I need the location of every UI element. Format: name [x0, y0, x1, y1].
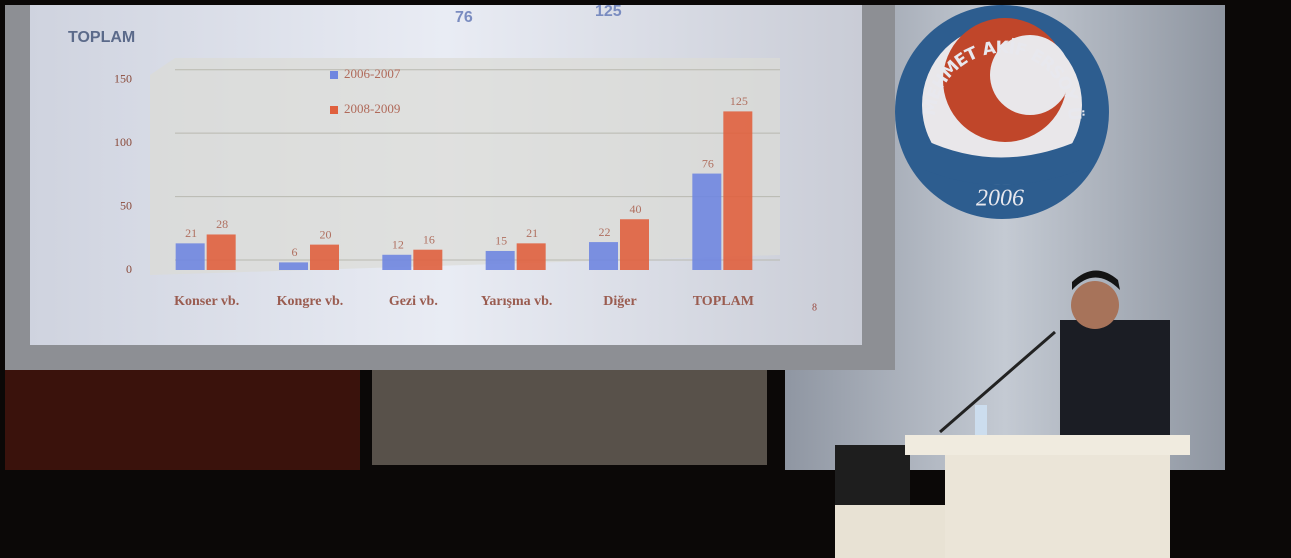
- bar: [176, 243, 205, 270]
- podium-top: [905, 435, 1190, 455]
- data-label: 125: [730, 94, 748, 108]
- side-table: [835, 505, 955, 558]
- data-label: 20: [320, 227, 332, 241]
- data-label: 6: [292, 245, 298, 259]
- logo-year: 2006: [976, 186, 1024, 212]
- legend-swatch: [330, 106, 338, 114]
- bar: [382, 255, 411, 270]
- bar: [692, 174, 721, 270]
- data-label: 28: [216, 217, 228, 231]
- legend-swatch: [330, 71, 338, 79]
- y-tick-label: 50: [120, 198, 132, 212]
- data-label: 15: [495, 234, 507, 248]
- slide-header-value: 76: [455, 9, 473, 26]
- podium: [945, 455, 1170, 558]
- data-label: 76: [702, 156, 714, 170]
- data-label: 22: [599, 225, 611, 239]
- bar: [517, 243, 546, 270]
- data-label: 16: [423, 232, 435, 246]
- red-wall: [5, 370, 360, 470]
- slide-header-label: TOPLAM: [68, 29, 135, 46]
- data-label: 40: [630, 202, 642, 216]
- legend-label: 2008-2009: [344, 101, 400, 116]
- data-label: 21: [526, 226, 538, 240]
- slide-header-value: 125: [595, 3, 622, 20]
- bar: [413, 250, 442, 270]
- wall-painting: [372, 365, 767, 465]
- legend-label: 2006-2007: [344, 66, 401, 81]
- scene: MEHMET AKİF ERSOY ÜNİVERSİTESİ 2006 TOPL…: [0, 0, 1291, 558]
- bar: [279, 262, 308, 270]
- bar: [723, 111, 752, 270]
- page-number: 8: [812, 302, 817, 313]
- x-tick-label: Yarışma vb.: [481, 294, 553, 309]
- speaker-head: [1071, 281, 1119, 329]
- plot-back: [150, 58, 780, 275]
- data-label: 21: [185, 226, 197, 240]
- y-tick-label: 100: [114, 135, 132, 149]
- speaker-body: [1060, 320, 1170, 440]
- data-label: 12: [392, 238, 404, 252]
- bar: [589, 242, 618, 270]
- water-bottle: [975, 405, 987, 435]
- x-tick-label: Gezi vb.: [389, 294, 438, 309]
- y-tick-label: 150: [114, 71, 132, 85]
- laptop: [835, 445, 910, 505]
- bar: [310, 245, 339, 270]
- x-tick-label: TOPLAM: [693, 294, 754, 309]
- y-tick-label: 0: [126, 262, 132, 276]
- bar: [207, 234, 236, 270]
- x-tick-label: Diğer: [603, 294, 636, 309]
- bar: [486, 251, 515, 270]
- bar: [620, 219, 649, 270]
- x-tick-label: Konser vb.: [174, 294, 239, 309]
- x-tick-label: Kongre vb.: [277, 294, 344, 309]
